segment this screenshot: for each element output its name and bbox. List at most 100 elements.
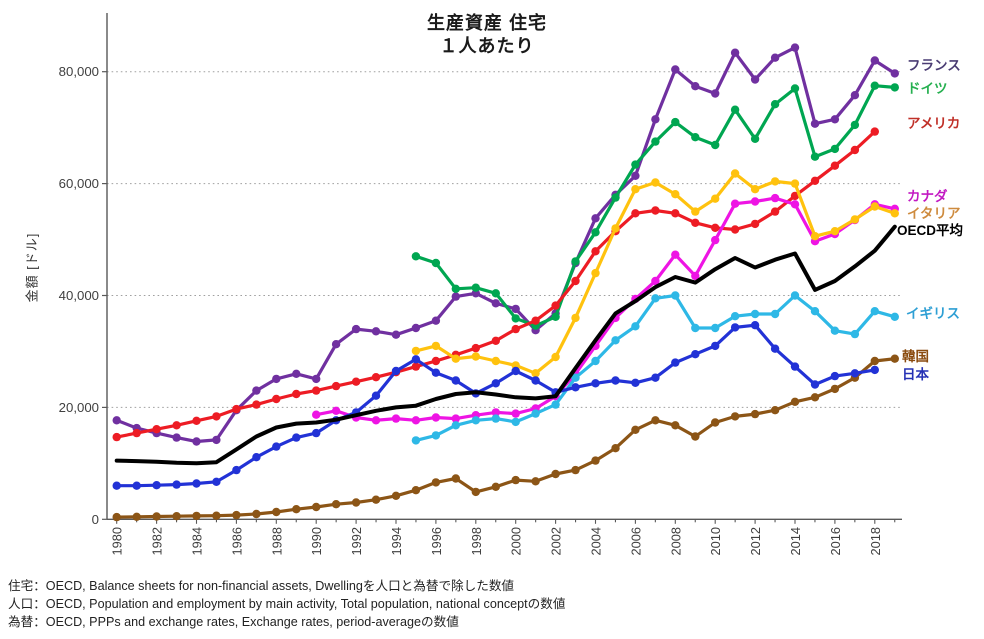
legend-label-korea: 韓国 bbox=[902, 349, 929, 364]
series-point-france-2012 bbox=[750, 75, 760, 84]
series-point-japan-1989 bbox=[292, 433, 301, 442]
series-point-korea-1980 bbox=[112, 512, 121, 522]
series-point-america-1995 bbox=[411, 362, 421, 371]
legend-label-uk: イギリス bbox=[906, 306, 960, 321]
series-point-germany-2006 bbox=[631, 160, 640, 169]
x-tick-label-2018: 2018 bbox=[868, 527, 883, 555]
series-point-france-1989 bbox=[292, 369, 301, 378]
series-point-france-2010 bbox=[711, 89, 720, 98]
series-point-france-2018 bbox=[870, 56, 879, 65]
x-tick-label-1994: 1994 bbox=[389, 527, 404, 555]
series-point-america-1989 bbox=[292, 389, 301, 399]
y-tick-label-20000: 20,000 bbox=[59, 400, 99, 415]
x-tick-label-1986: 1986 bbox=[229, 527, 244, 555]
series-point-uk-1996 bbox=[431, 431, 441, 440]
series-point-france-2016 bbox=[830, 115, 840, 124]
series-point-germany-2004 bbox=[591, 228, 600, 237]
series-point-italy-2005 bbox=[611, 224, 620, 233]
series-point-america-1980 bbox=[112, 432, 121, 442]
series-point-germany-2007 bbox=[651, 137, 660, 146]
series-point-france-2019 bbox=[890, 69, 899, 78]
series-point-germany-2009 bbox=[691, 133, 700, 142]
series-point-america-2003 bbox=[571, 276, 580, 286]
series-point-japan-2015 bbox=[810, 380, 820, 389]
series-point-germany-2010 bbox=[711, 140, 720, 150]
series-point-uk-2018 bbox=[870, 307, 879, 316]
series-point-canada-2007 bbox=[651, 276, 660, 286]
series-point-america-1984 bbox=[192, 416, 201, 425]
series-point-italy-2014 bbox=[790, 179, 800, 188]
series-point-france-2013 bbox=[770, 53, 780, 62]
series-point-korea-1995 bbox=[411, 486, 421, 495]
x-tick-label-2014: 2014 bbox=[788, 527, 803, 555]
series-point-japan-2005 bbox=[611, 376, 620, 385]
series-point-germany-2014 bbox=[790, 84, 800, 93]
series-point-korea-1986 bbox=[232, 510, 241, 520]
series-point-japan-1987 bbox=[252, 453, 261, 462]
footnotes: 住宅：OECD, Balance sheets for non-financia… bbox=[8, 577, 565, 632]
series-point-italy-2012 bbox=[750, 185, 760, 194]
series-point-uk-2009 bbox=[691, 323, 700, 333]
series-point-germany-2002 bbox=[551, 312, 560, 321]
series-point-korea-1994 bbox=[391, 491, 401, 500]
series-point-america-2013 bbox=[770, 207, 780, 216]
series-point-canada-1993 bbox=[371, 416, 381, 425]
series-point-uk-2019 bbox=[890, 312, 899, 321]
series-point-france-1999 bbox=[491, 299, 500, 308]
series-point-germany-1995 bbox=[411, 252, 421, 261]
series-point-germany-2016 bbox=[830, 144, 840, 154]
series-point-korea-2013 bbox=[770, 406, 780, 415]
series-point-america-2009 bbox=[691, 218, 700, 227]
series-point-korea-2000 bbox=[511, 475, 520, 485]
series-point-uk-2008 bbox=[671, 291, 680, 300]
chart-title-line2: １人あたり bbox=[439, 36, 535, 56]
series-point-italy-2009 bbox=[691, 207, 700, 216]
footnote-exchange: 為替：OECD, PPPs and exchange rates, Exchan… bbox=[8, 615, 459, 630]
series-point-japan-2010 bbox=[711, 341, 720, 351]
series-point-germany-2000 bbox=[511, 314, 520, 323]
x-tick-label-2002: 2002 bbox=[549, 527, 564, 555]
series-point-japan-1999 bbox=[491, 379, 500, 388]
x-tick-label-1988: 1988 bbox=[269, 527, 284, 555]
series-point-japan-1995 bbox=[411, 355, 421, 364]
series-point-america-1981 bbox=[132, 428, 141, 438]
series-point-italy-2017 bbox=[850, 215, 860, 224]
series-point-japan-1994 bbox=[391, 366, 401, 376]
series-point-america-1992 bbox=[351, 377, 361, 386]
x-tick-label-1984: 1984 bbox=[190, 527, 205, 555]
series-point-france-2014 bbox=[790, 43, 800, 52]
series-point-germany-2005 bbox=[611, 193, 620, 202]
series-point-korea-2018 bbox=[870, 356, 879, 366]
legend-label-oecd: OECD平均 bbox=[897, 223, 964, 238]
x-tick-label-1990: 1990 bbox=[309, 527, 324, 555]
series-point-japan-2008 bbox=[671, 358, 680, 367]
series-point-italy-2003 bbox=[571, 313, 580, 323]
series-point-uk-2011 bbox=[730, 312, 740, 321]
series-point-italy-2010 bbox=[711, 194, 720, 203]
series-point-italy-2019 bbox=[890, 209, 899, 218]
series-point-italy-2015 bbox=[810, 232, 820, 241]
series-point-japan-2013 bbox=[770, 344, 780, 353]
series-point-japan-1982 bbox=[152, 481, 161, 490]
series-point-korea-2008 bbox=[671, 421, 680, 430]
series-point-uk-2015 bbox=[810, 307, 820, 316]
series-point-america-2004 bbox=[591, 247, 600, 256]
series-point-korea-2011 bbox=[730, 412, 740, 421]
series-point-germany-2019 bbox=[890, 83, 899, 92]
footnote-population: 人口：OECD, Population and employment by ma… bbox=[8, 597, 566, 612]
series-point-uk-1999 bbox=[491, 414, 500, 423]
series-point-japan-2016 bbox=[830, 371, 840, 381]
series-point-germany-1997 bbox=[451, 284, 460, 293]
series-point-canada-2013 bbox=[770, 193, 780, 203]
series-point-korea-1983 bbox=[172, 512, 181, 521]
series-point-uk-1997 bbox=[451, 421, 460, 430]
series-point-uk-2001 bbox=[531, 409, 540, 418]
series-point-america-2017 bbox=[850, 145, 860, 155]
series-line-america bbox=[115, 130, 877, 439]
series-point-italy-2008 bbox=[671, 190, 680, 199]
x-tick-label-1992: 1992 bbox=[349, 527, 364, 555]
series-point-canada-2014 bbox=[790, 200, 800, 209]
series-point-france-1984 bbox=[192, 437, 201, 446]
